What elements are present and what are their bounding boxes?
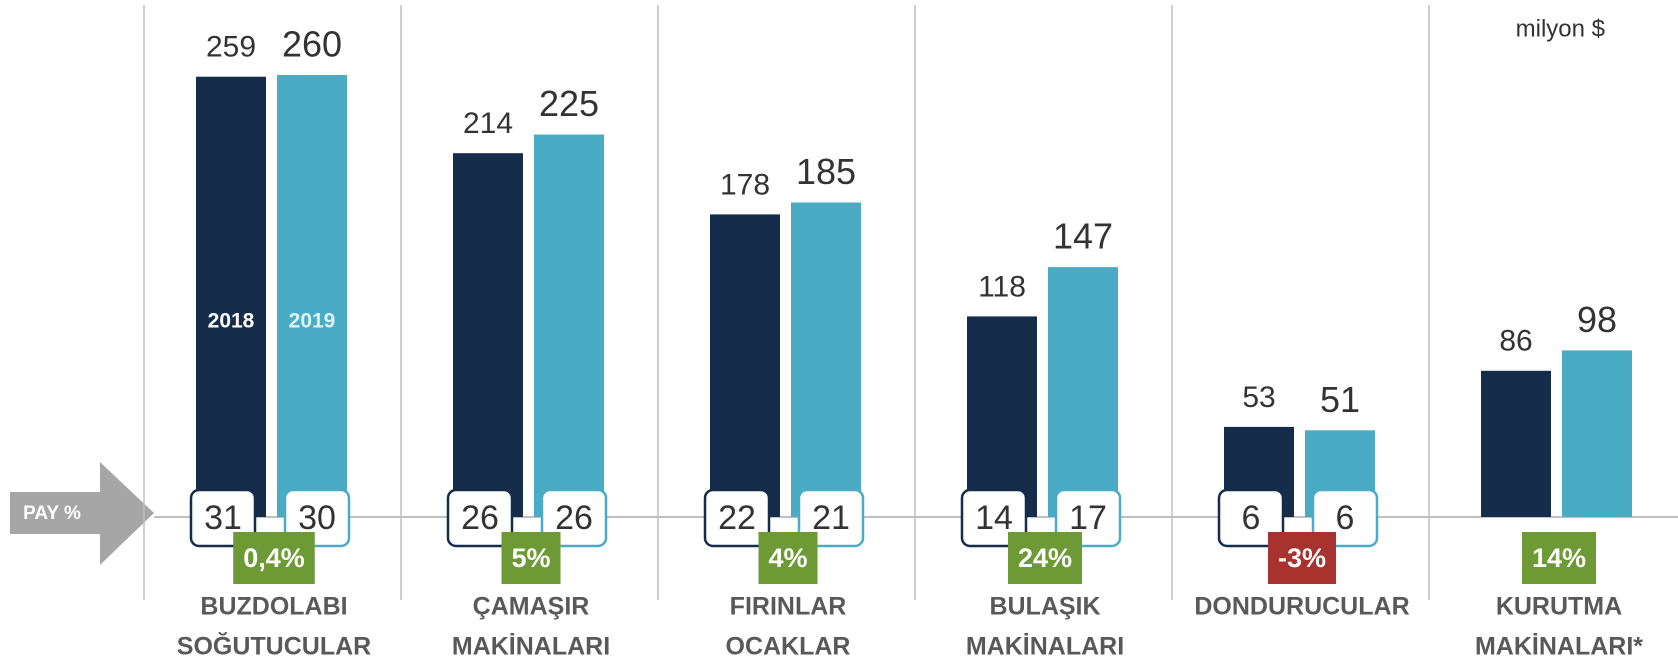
share-value: 30 bbox=[298, 499, 336, 537]
bar bbox=[1481, 370, 1551, 517]
category-label: BULAŞIK bbox=[989, 593, 1100, 621]
share-value: 21 bbox=[812, 499, 850, 537]
category-label: KURUTMA bbox=[1496, 593, 1622, 621]
category-label: SOĞUTUCULAR bbox=[177, 632, 371, 661]
growth-badge bbox=[1521, 532, 1597, 584]
value-label: 51 bbox=[1320, 379, 1360, 420]
bar bbox=[534, 134, 604, 517]
series-name: 2019 bbox=[289, 310, 336, 333]
bar bbox=[1562, 350, 1632, 517]
share-arrow bbox=[10, 462, 154, 565]
share-label: PAY % bbox=[23, 503, 81, 524]
value-label: 147 bbox=[1053, 216, 1113, 257]
category-label: DONDURUCULAR bbox=[1194, 593, 1409, 621]
value-label: 260 bbox=[282, 24, 342, 65]
value-label: 53 bbox=[1242, 381, 1275, 414]
category-label: MAKİNALARI bbox=[452, 633, 610, 661]
share-value: 31 bbox=[204, 499, 242, 537]
growth-badge bbox=[1007, 532, 1083, 584]
share-value: 26 bbox=[461, 499, 499, 537]
category-label: MAKİNALARI* bbox=[1475, 633, 1643, 661]
category-label: MAKİNALARI bbox=[966, 633, 1124, 661]
bar bbox=[453, 153, 523, 517]
value-label: 214 bbox=[463, 107, 513, 140]
category-label: BUZDOLABI bbox=[200, 593, 347, 621]
unit-label: milyon $ bbox=[1516, 15, 1605, 42]
category-label: ÇAMAŞIR bbox=[473, 593, 590, 621]
value-label: 98 bbox=[1577, 299, 1617, 340]
category-label: FIRINLAR bbox=[730, 593, 847, 621]
share-value: 14 bbox=[975, 499, 1013, 537]
value-label: 118 bbox=[978, 270, 1026, 303]
growth-badge bbox=[233, 532, 315, 584]
value-label: 225 bbox=[539, 83, 599, 124]
growth-label: 24% bbox=[1018, 543, 1072, 573]
share-value: 6 bbox=[1336, 499, 1355, 537]
value-label: 178 bbox=[720, 168, 770, 201]
share-box bbox=[1217, 488, 1285, 548]
share-value: 26 bbox=[555, 499, 593, 537]
value-label: 185 bbox=[796, 151, 856, 192]
category-label: OCAKLAR bbox=[726, 633, 851, 661]
share-value: 22 bbox=[718, 499, 756, 537]
share-value: 17 bbox=[1069, 499, 1107, 537]
share-box bbox=[446, 488, 514, 548]
growth-label: 5% bbox=[511, 543, 550, 573]
bar bbox=[791, 202, 861, 517]
growth-badge bbox=[1267, 532, 1337, 584]
bar bbox=[1048, 267, 1118, 517]
growth-label: 0,4% bbox=[243, 543, 305, 573]
bar bbox=[710, 214, 780, 517]
share-box bbox=[703, 488, 771, 548]
growth-label: 4% bbox=[768, 543, 807, 573]
growth-label: -3% bbox=[1278, 543, 1326, 573]
growth-badge bbox=[758, 532, 818, 584]
bar bbox=[196, 76, 266, 517]
bar bbox=[277, 75, 347, 517]
bar bbox=[967, 316, 1037, 517]
growth-badge bbox=[501, 532, 561, 584]
share-value: 6 bbox=[1242, 499, 1261, 537]
series-name: 2018 bbox=[208, 310, 255, 333]
value-label: 86 bbox=[1499, 325, 1532, 358]
value-label: 259 bbox=[206, 31, 256, 64]
growth-label: 14% bbox=[1532, 543, 1586, 573]
